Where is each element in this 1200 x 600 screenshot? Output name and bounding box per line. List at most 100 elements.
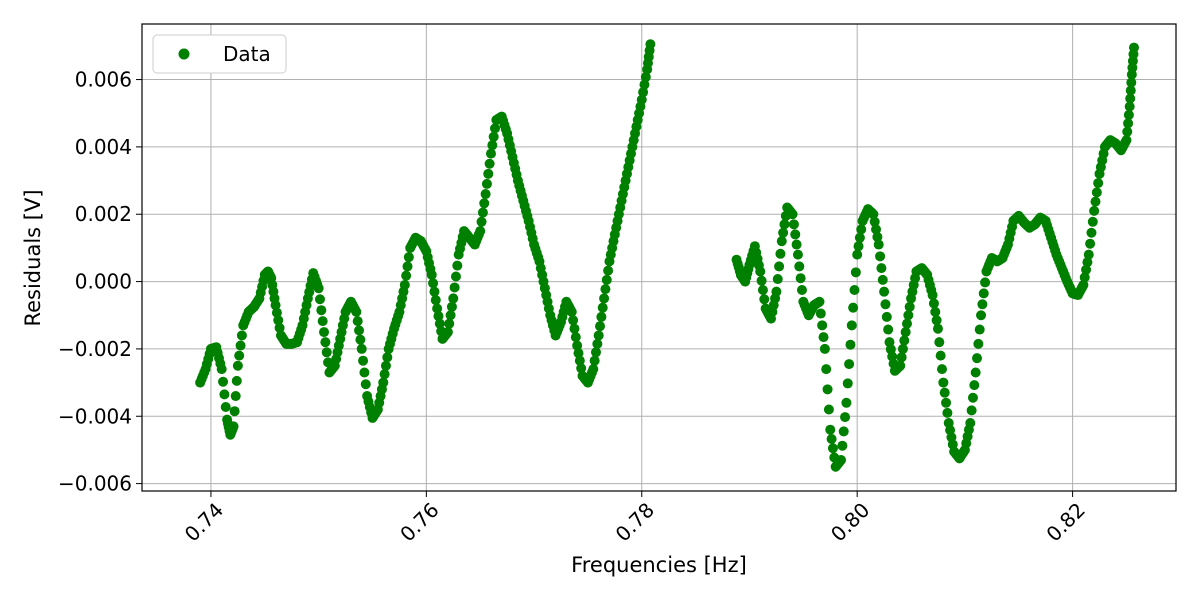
data-point — [771, 286, 782, 297]
data-point — [869, 216, 880, 227]
data-point — [942, 407, 953, 418]
data-point — [593, 330, 604, 341]
data-point — [490, 123, 501, 134]
data-point — [401, 270, 412, 281]
data-point — [359, 367, 370, 378]
data-point — [854, 232, 865, 243]
data-point — [403, 252, 414, 263]
data-point — [980, 277, 991, 288]
data-point — [428, 278, 439, 289]
data-point — [230, 391, 241, 402]
data-point — [445, 310, 456, 321]
data-point — [849, 284, 860, 295]
data-point — [603, 265, 614, 276]
data-point — [841, 397, 852, 408]
data-point — [978, 288, 989, 299]
data-point — [776, 236, 787, 247]
data-point — [570, 332, 581, 343]
data-point — [220, 401, 231, 412]
data-point — [1122, 126, 1133, 137]
data-point — [488, 131, 499, 142]
plot-area — [142, 24, 1176, 491]
y-tick-label: −0.004 — [58, 404, 132, 428]
data-point — [1093, 178, 1104, 189]
data-point — [356, 343, 367, 354]
data-point — [969, 380, 980, 391]
legend-box — [152, 34, 287, 74]
data-point — [775, 248, 786, 259]
data-point — [271, 307, 282, 318]
data-point — [823, 404, 834, 415]
data-point — [274, 322, 285, 333]
data-point — [1087, 216, 1098, 227]
data-point — [792, 249, 803, 260]
data-point — [229, 406, 240, 417]
legend-label: Data — [223, 42, 271, 66]
data-point — [588, 364, 599, 375]
data-point — [821, 364, 832, 375]
data-point — [1086, 227, 1097, 238]
data-point — [354, 325, 365, 336]
data-point — [790, 229, 801, 240]
data-point — [965, 417, 976, 428]
data-point — [426, 269, 437, 280]
data-point — [872, 231, 883, 242]
data-point — [317, 316, 328, 327]
data-point — [759, 294, 770, 305]
data-point — [218, 376, 229, 387]
data-point — [477, 207, 488, 218]
data-point — [822, 384, 833, 395]
data-point — [639, 79, 650, 90]
data-point — [475, 226, 486, 237]
data-point — [895, 360, 906, 371]
data-point — [314, 294, 325, 305]
data-point — [352, 316, 363, 327]
data-point — [216, 364, 227, 375]
data-point — [399, 279, 410, 290]
data-point — [1091, 187, 1102, 198]
data-point — [572, 340, 583, 351]
data-point — [856, 224, 867, 235]
data-point — [827, 443, 838, 454]
data-point — [853, 241, 864, 252]
data-point — [600, 284, 611, 295]
data-point — [446, 301, 457, 312]
data-point — [1123, 118, 1134, 129]
legend-marker-icon — [178, 48, 190, 60]
y-tick-label: 0.000 — [75, 270, 132, 294]
data-point — [321, 347, 332, 358]
data-point — [402, 261, 413, 272]
data-point — [883, 324, 894, 335]
data-point — [932, 323, 943, 334]
data-point — [938, 377, 949, 388]
data-point — [772, 274, 783, 285]
data-point — [815, 308, 826, 319]
data-point — [844, 359, 855, 370]
data-point — [479, 198, 490, 209]
data-point — [484, 158, 495, 169]
data-point — [450, 271, 461, 282]
data-point — [380, 360, 391, 371]
data-point — [814, 296, 825, 307]
data-point — [568, 315, 579, 326]
data-point — [448, 293, 459, 304]
data-point — [432, 303, 443, 314]
data-point — [930, 306, 941, 317]
data-point — [934, 337, 945, 348]
data-point — [601, 274, 612, 285]
data-point — [970, 367, 981, 378]
data-point — [928, 298, 939, 309]
data-point — [840, 412, 851, 423]
x-axis-label: Frequencies [Hz] — [571, 553, 747, 577]
data-point — [234, 350, 245, 361]
data-point — [273, 315, 284, 326]
data-point — [842, 378, 853, 389]
data-point — [355, 334, 366, 345]
data-point — [868, 209, 879, 220]
data-point — [896, 352, 907, 363]
data-point — [838, 426, 849, 437]
data-point — [881, 311, 892, 322]
data-point — [1082, 257, 1093, 268]
data-point — [638, 87, 649, 98]
